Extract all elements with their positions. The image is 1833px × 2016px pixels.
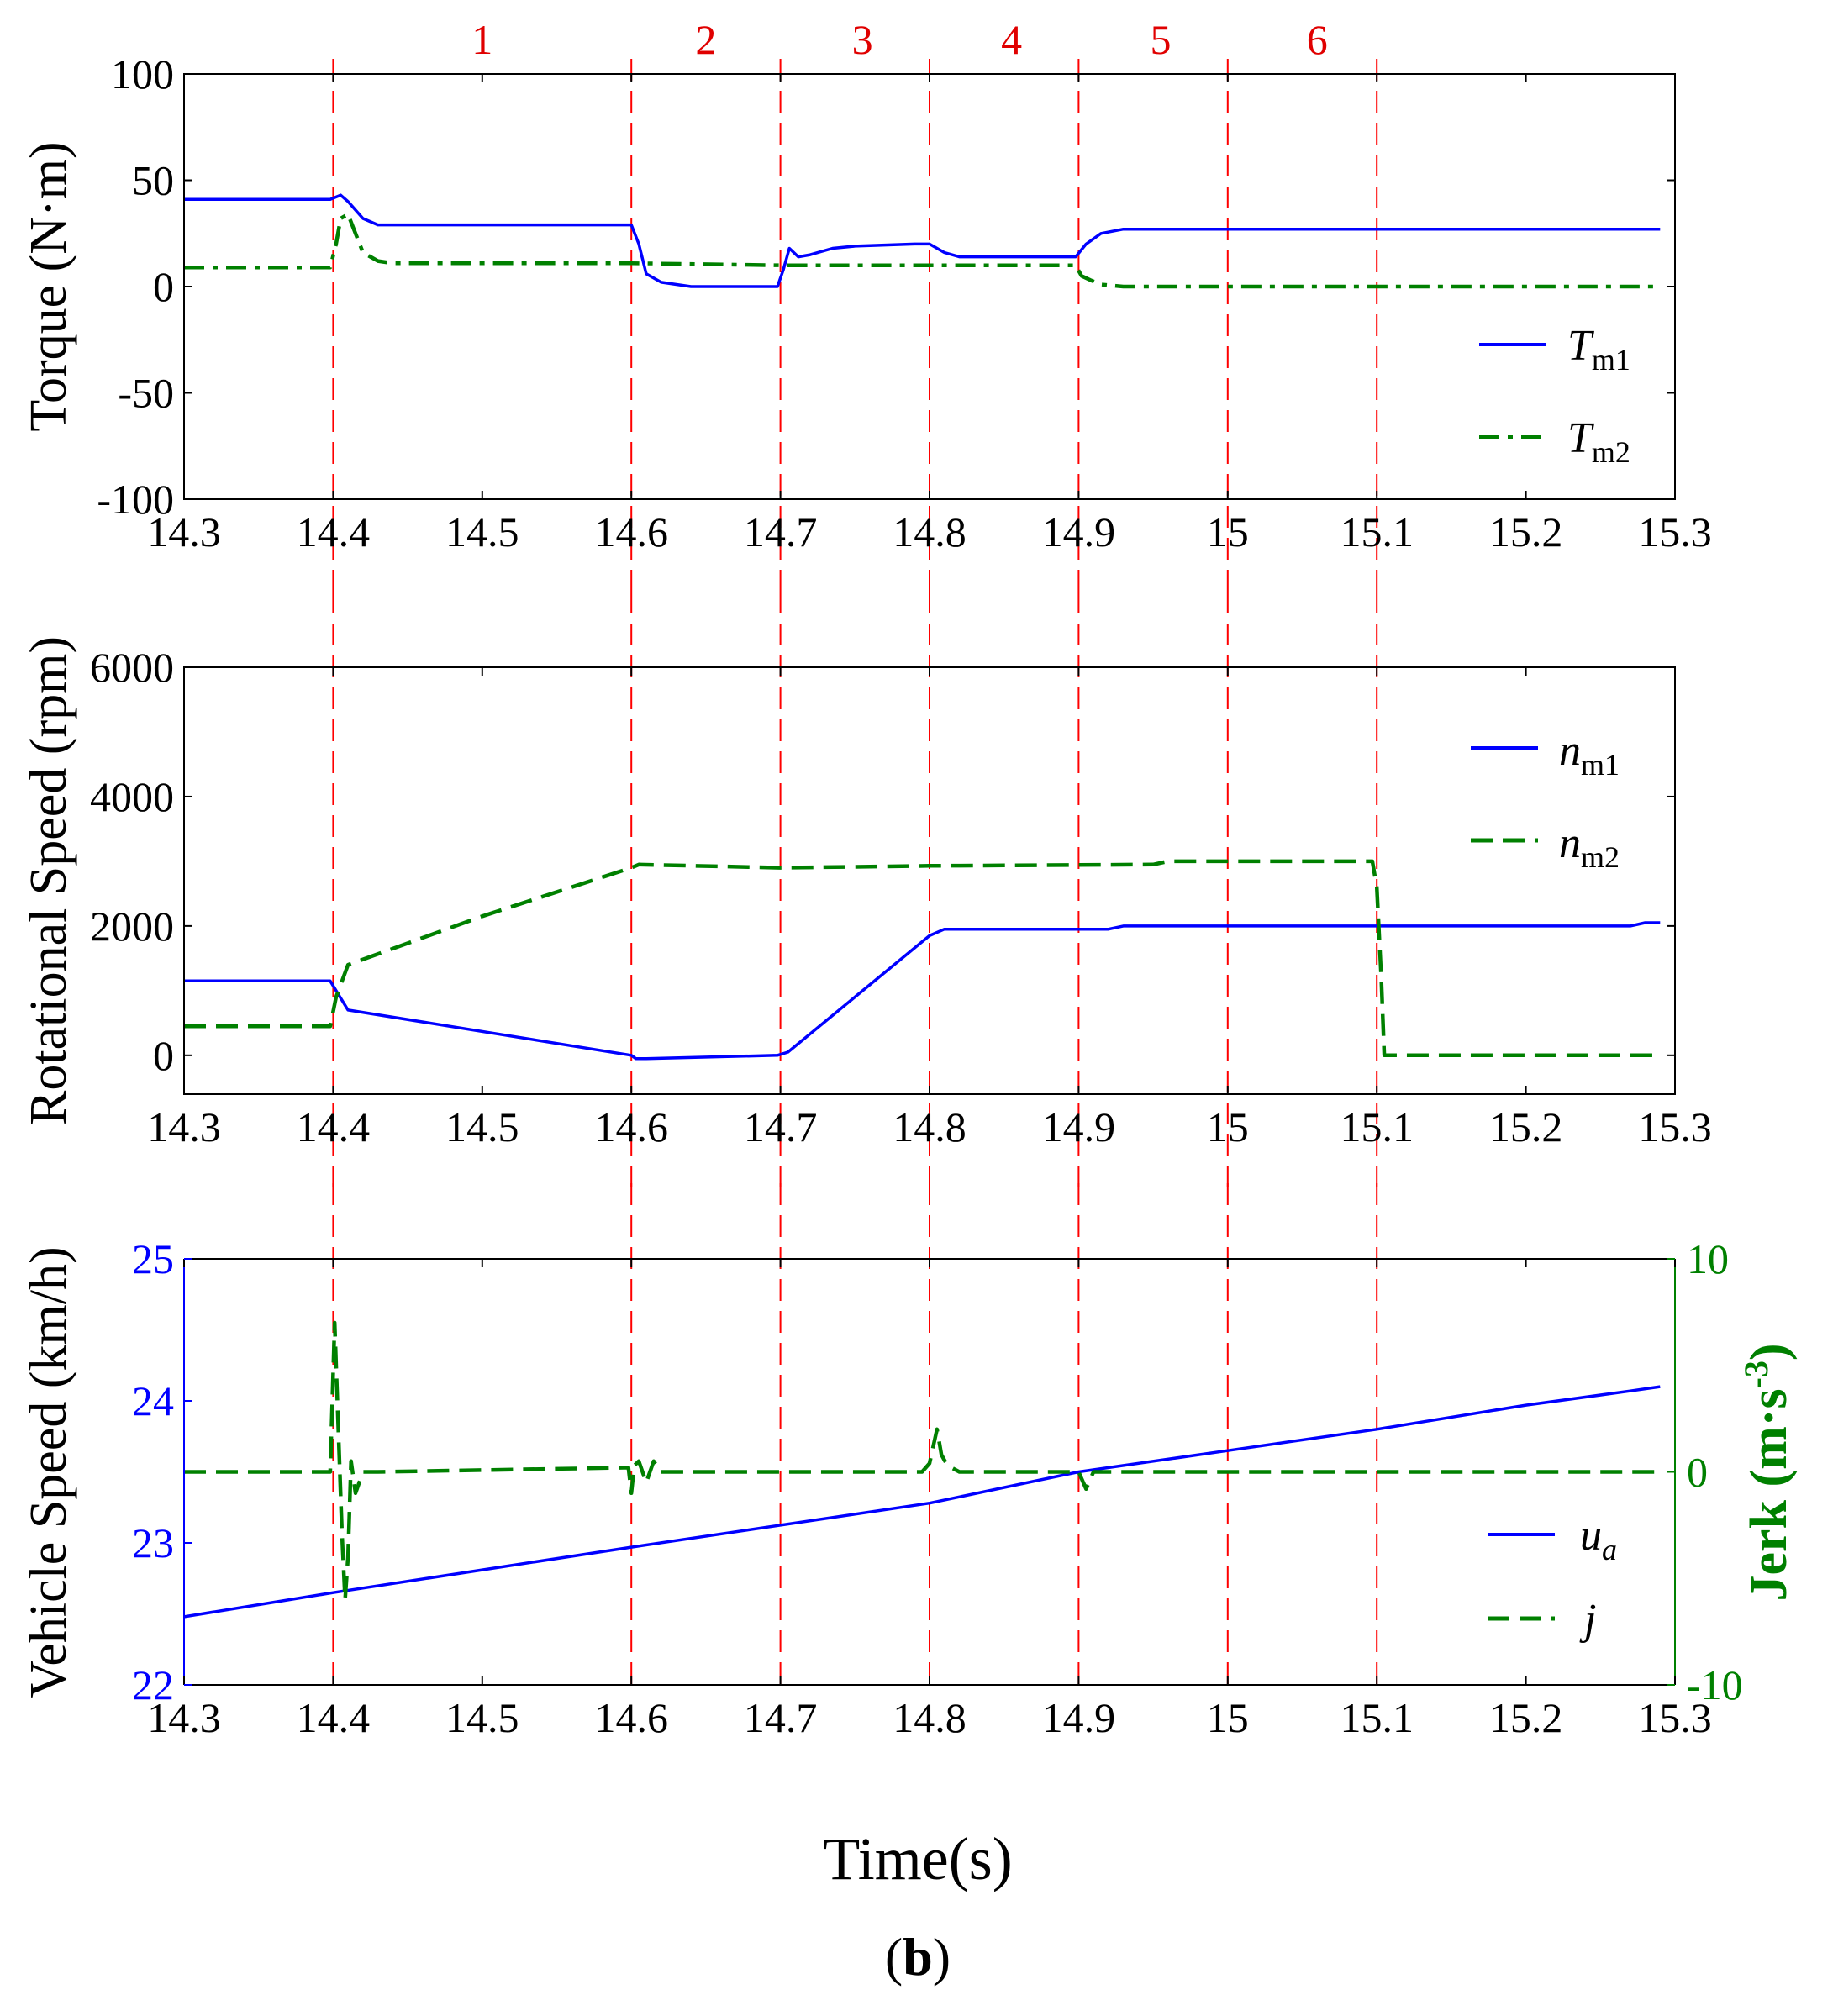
x-tick-label-speed-6: 14.9 <box>1042 1103 1116 1150</box>
torque-series <box>184 193 1661 289</box>
y-tick-label-torque-1: 50 <box>132 157 174 204</box>
series-line-nm1 <box>184 921 1661 1061</box>
legend-label-j: j <box>1579 1596 1596 1644</box>
x-tick-label-vehicle-1: 14.4 <box>297 1694 371 1741</box>
x-tick-label-vehicle-9: 15.2 <box>1489 1694 1563 1741</box>
y-tick-label-vehicle-2: 23 <box>132 1519 174 1566</box>
phase-label-6: 6 <box>1307 16 1328 63</box>
phase-label-1: 1 <box>471 16 492 63</box>
x-tick-label-speed-1: 14.4 <box>297 1103 371 1150</box>
x-tick-label-vehicle-5: 14.8 <box>893 1694 967 1741</box>
speed-panel: 14.3 14.4 14.5 14.6 14.7 14.8 14.9 15 15.1 15.2 15… <box>20 592 1712 1187</box>
y-tick-label-torque-0: 100 <box>111 50 174 97</box>
y2-tick-label-1: 0 <box>1687 1449 1708 1496</box>
y-tick-label-speed-1: 4000 <box>90 773 174 820</box>
torque-x-ticks: 14.3 14.4 14.5 14.6 14.7 14.8 14.9 15 15.1 15.2 15… <box>147 74 1712 555</box>
speed-series <box>184 859 1661 1061</box>
y-tick-label-speed-2: 2000 <box>90 903 174 950</box>
speed-legend: nm1 nm2 <box>1471 727 1620 874</box>
x-tick-label-vehicle-6: 14.9 <box>1042 1694 1116 1741</box>
torque-panel: 1 2 3 4 5 6 14.3 14.4 14.5 14.6 14.7 14.8 14.9 15 15.… <box>20 16 1712 592</box>
x-tick-label-vehicle-3: 14.6 <box>594 1694 668 1741</box>
series-line-ua <box>184 1385 1661 1619</box>
speed-y-label: Rotational Speed (rpm) <box>20 636 77 1125</box>
x-tick-label-speed-0: 14.3 <box>147 1103 221 1150</box>
torque-legend: Tm1 Tm2 <box>1479 322 1630 469</box>
phase-label-2: 2 <box>695 16 716 63</box>
x-tick-label-vehicle-10: 15.3 <box>1638 1694 1712 1741</box>
x-tick-label-torque-10: 15.3 <box>1638 508 1712 555</box>
x-tick-label-speed-7: 15 <box>1207 1103 1249 1150</box>
legend-label-nm1: nm1 <box>1559 727 1620 782</box>
vehicle-panel: 14.3 14.4 14.5 14.6 14.7 14.8 14.9 15 15.1 15.2 15… <box>20 1183 1798 1741</box>
series-line-nm2 <box>184 859 1661 1058</box>
jerk-y-label: Jerk (m·s-3) <box>1737 1343 1798 1601</box>
vehicle-x-ticks: 14.3 14.4 14.5 14.6 14.7 14.8 14.9 15 15.1 15.2 15… <box>147 1259 1712 1741</box>
series-line-Tm1 <box>184 193 1661 288</box>
x-tick-label-vehicle-0: 14.3 <box>147 1694 221 1741</box>
x-tick-label-torque-4: 14.7 <box>744 508 818 555</box>
x-tick-label-torque-0: 14.3 <box>147 508 221 555</box>
y-tick-label-torque-3: -50 <box>118 370 174 417</box>
legend-label-nm2: nm2 <box>1559 819 1620 874</box>
x-tick-label-torque-5: 14.8 <box>893 508 967 555</box>
speed-x-ticks: 14.3 14.4 14.5 14.6 14.7 14.8 14.9 15 15.1 15.2 15… <box>147 667 1712 1150</box>
y-tick-label-vehicle-3: 22 <box>132 1661 174 1708</box>
x-tick-label-speed-5: 14.8 <box>893 1103 967 1150</box>
y-tick-label-torque-2: 0 <box>153 263 174 310</box>
y-tick-label-vehicle-1: 24 <box>132 1377 174 1424</box>
series-line-Tm2 <box>184 212 1661 289</box>
x-tick-label-vehicle-7: 15 <box>1207 1694 1249 1741</box>
speed-y-ticks: 6000 4000 2000 0 <box>90 644 1675 1079</box>
panel-label: (b) <box>885 1927 951 1987</box>
torque-y-ticks: 100 50 0 -50 -100 <box>97 50 1675 523</box>
x-tick-label-speed-9: 15.2 <box>1489 1103 1563 1150</box>
speed-phase-lines <box>332 592 1378 1187</box>
y-tick-label-vehicle-0: 25 <box>132 1235 174 1282</box>
y2-tick-label-2: -10 <box>1687 1661 1743 1708</box>
vehicle-series <box>184 1320 1661 1619</box>
vehicle-legend: ua j <box>1488 1512 1617 1644</box>
x-tick-label-torque-2: 14.5 <box>445 508 519 555</box>
vehicle-y-label: Vehicle Speed (km/h) <box>20 1246 77 1698</box>
phase-label-3: 3 <box>852 16 873 63</box>
x-tick-label-torque-1: 14.4 <box>297 508 371 555</box>
x-tick-label-speed-8: 15.1 <box>1340 1103 1414 1150</box>
legend-label-tm1: Tm1 <box>1567 322 1630 376</box>
vehicle-y2-ticks: 10 0 -10 <box>1667 1235 1743 1708</box>
x-tick-label-vehicle-8: 15.1 <box>1340 1694 1414 1741</box>
phase-label-4: 4 <box>1001 16 1022 63</box>
x-tick-label-speed-3: 14.6 <box>594 1103 668 1150</box>
legend-label-tm2: Tm2 <box>1567 414 1630 469</box>
x-tick-label-speed-10: 15.3 <box>1638 1103 1712 1150</box>
x-tick-label-vehicle-4: 14.7 <box>744 1694 818 1741</box>
y-tick-label-speed-0: 6000 <box>90 644 174 691</box>
phase-label-5: 5 <box>1150 16 1171 63</box>
series-line-j <box>184 1320 1661 1602</box>
x-tick-label-torque-8: 15.1 <box>1340 508 1414 555</box>
phase-labels: 1 2 3 4 5 6 <box>471 16 1327 63</box>
y-tick-label-torque-4: -100 <box>97 476 174 523</box>
legend-label-ua: ua <box>1580 1512 1617 1566</box>
vehicle-y-ticks: 25 24 23 22 <box>132 1235 192 1708</box>
torque-y-label: Torque (N·m) <box>20 141 77 431</box>
y2-tick-label-0: 10 <box>1687 1235 1729 1282</box>
x-tick-label-torque-9: 15.2 <box>1489 508 1563 555</box>
x-tick-label-torque-6: 14.9 <box>1042 508 1116 555</box>
x-tick-label-torque-3: 14.6 <box>594 508 668 555</box>
x-tick-label-speed-2: 14.5 <box>445 1103 519 1150</box>
x-axis-label: Time(s) <box>823 1825 1012 1892</box>
x-tick-label-torque-7: 15 <box>1207 508 1249 555</box>
torque-phase-lines <box>332 59 1378 592</box>
x-tick-label-speed-4: 14.7 <box>744 1103 818 1150</box>
x-tick-label-vehicle-2: 14.5 <box>445 1694 519 1741</box>
y-tick-label-speed-3: 0 <box>153 1032 174 1079</box>
